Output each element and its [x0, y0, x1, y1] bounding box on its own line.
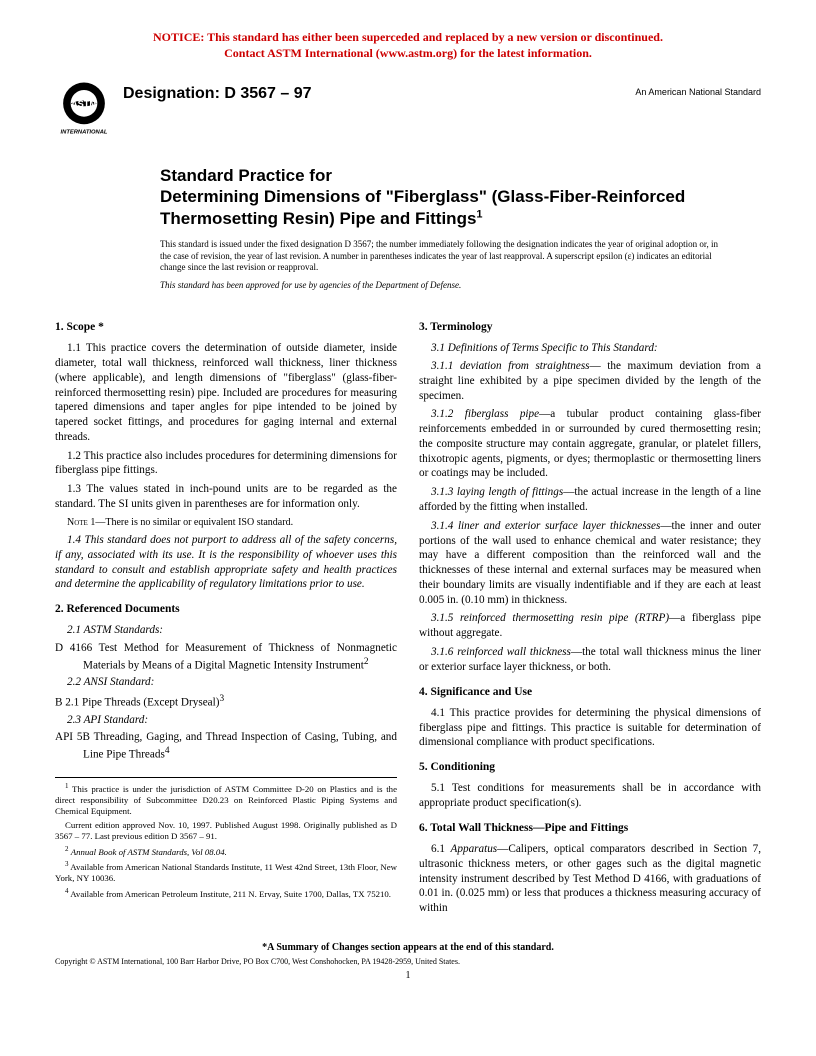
wallthickness-head: 6. Total Wall Thickness—Pipe and Fitting… — [419, 821, 761, 836]
refdocs-sub2: 2.2 ANSI Standard: — [55, 675, 397, 690]
footnote-2: 2 Annual Book of ASTM Standards, Vol 08.… — [55, 845, 397, 858]
ans-label: An American National Standard — [635, 87, 761, 97]
term-1: 3.1.1 deviation from straightness— the m… — [419, 359, 761, 403]
term-5: 3.1.5 reinforced thermosetting resin pip… — [419, 611, 761, 641]
footnote-4: 4 Available from American Petroleum Inst… — [55, 887, 397, 900]
scope-p2: 1.2 This practice also includes procedur… — [55, 449, 397, 479]
footnote-1b: Current edition approved Nov. 10, 1997. … — [55, 820, 397, 843]
scope-p4: 1.4 This standard does not purport to ad… — [55, 533, 397, 592]
page-container: NOTICE: This standard has either been su… — [0, 0, 816, 1056]
notice-banner: NOTICE: This standard has either been su… — [55, 30, 761, 61]
term-3: 3.1.3 laying length of fittings—the actu… — [419, 485, 761, 515]
significance-p1: 4.1 This practice provides for determini… — [419, 706, 761, 750]
astm-logo: ASTM INTERNATIONAL — [55, 79, 113, 137]
scope-p1: 1.1 This practice covers the determinati… — [55, 341, 397, 444]
title-line1: Standard Practice for — [160, 165, 721, 186]
designation-block: Designation: D 3567 – 97 — [123, 79, 635, 103]
term-2: 3.1.2 fiberglass pipe—a tubular product … — [419, 407, 761, 481]
left-column: 1. Scope * 1.1 This practice covers the … — [55, 310, 397, 920]
dod-note: This standard has been approved for use … — [160, 280, 721, 290]
footnotes: 1 This practice is under the jurisdictio… — [55, 777, 397, 900]
title-block: Standard Practice for Determining Dimens… — [160, 165, 721, 229]
refdocs-r2: B 2.1 Pipe Threads (Except Dryseal)3 — [55, 693, 397, 711]
header-row: ASTM INTERNATIONAL Designation: D 3567 –… — [55, 79, 761, 137]
footnote-3: 3 Available from American National Stand… — [55, 860, 397, 885]
two-column-body: 1. Scope * 1.1 This practice covers the … — [55, 310, 761, 920]
title-line2: Determining Dimensions of "Fiberglass" (… — [160, 186, 721, 229]
scope-note1: Note 1—There is no similar or equivalent… — [55, 516, 397, 529]
wallthickness-p1: 6.1 Apparatus—Calipers, optical comparat… — [419, 842, 761, 916]
page-number: 1 — [55, 970, 761, 981]
refdocs-sub3: 2.3 API Standard: — [55, 713, 397, 728]
refdocs-r1: D 4166 Test Method for Measurement of Th… — [55, 641, 397, 673]
term-6: 3.1.6 reinforced wall thickness—the tota… — [419, 645, 761, 675]
conditioning-head: 5. Conditioning — [419, 760, 761, 775]
footnote-1: 1 This practice is under the jurisdictio… — [55, 782, 397, 818]
intro-note: This standard is issued under the fixed … — [160, 239, 721, 274]
notice-line2: Contact ASTM International (www.astm.org… — [224, 46, 592, 60]
refdocs-r3: API 5B Threading, Gaging, and Thread Ins… — [55, 730, 397, 762]
terminology-head: 3. Terminology — [419, 320, 761, 335]
conditioning-p1: 5.1 Test conditions for measurements sha… — [419, 781, 761, 811]
right-column: 3. Terminology 3.1 Definitions of Terms … — [419, 310, 761, 920]
scope-p3: 1.3 The values stated in inch-pound unit… — [55, 482, 397, 512]
svg-text:ASTM: ASTM — [71, 99, 98, 109]
terminology-sub: 3.1 Definitions of Terms Specific to Thi… — [419, 341, 761, 356]
copyright-line: Copyright © ASTM International, 100 Barr… — [55, 957, 761, 966]
refdocs-head: 2. Referenced Documents — [55, 602, 397, 617]
scope-head: 1. Scope * — [55, 320, 397, 335]
refdocs-sub1: 2.1 ASTM Standards: — [55, 623, 397, 638]
summary-line: *A Summary of Changes section appears at… — [55, 942, 761, 953]
term-4: 3.1.4 liner and exterior surface layer t… — [419, 519, 761, 608]
significance-head: 4. Significance and Use — [419, 685, 761, 700]
notice-line1: NOTICE: This standard has either been su… — [153, 30, 663, 44]
svg-text:INTERNATIONAL: INTERNATIONAL — [61, 130, 108, 136]
designation-label: Designation: D 3567 – 97 — [123, 85, 635, 103]
